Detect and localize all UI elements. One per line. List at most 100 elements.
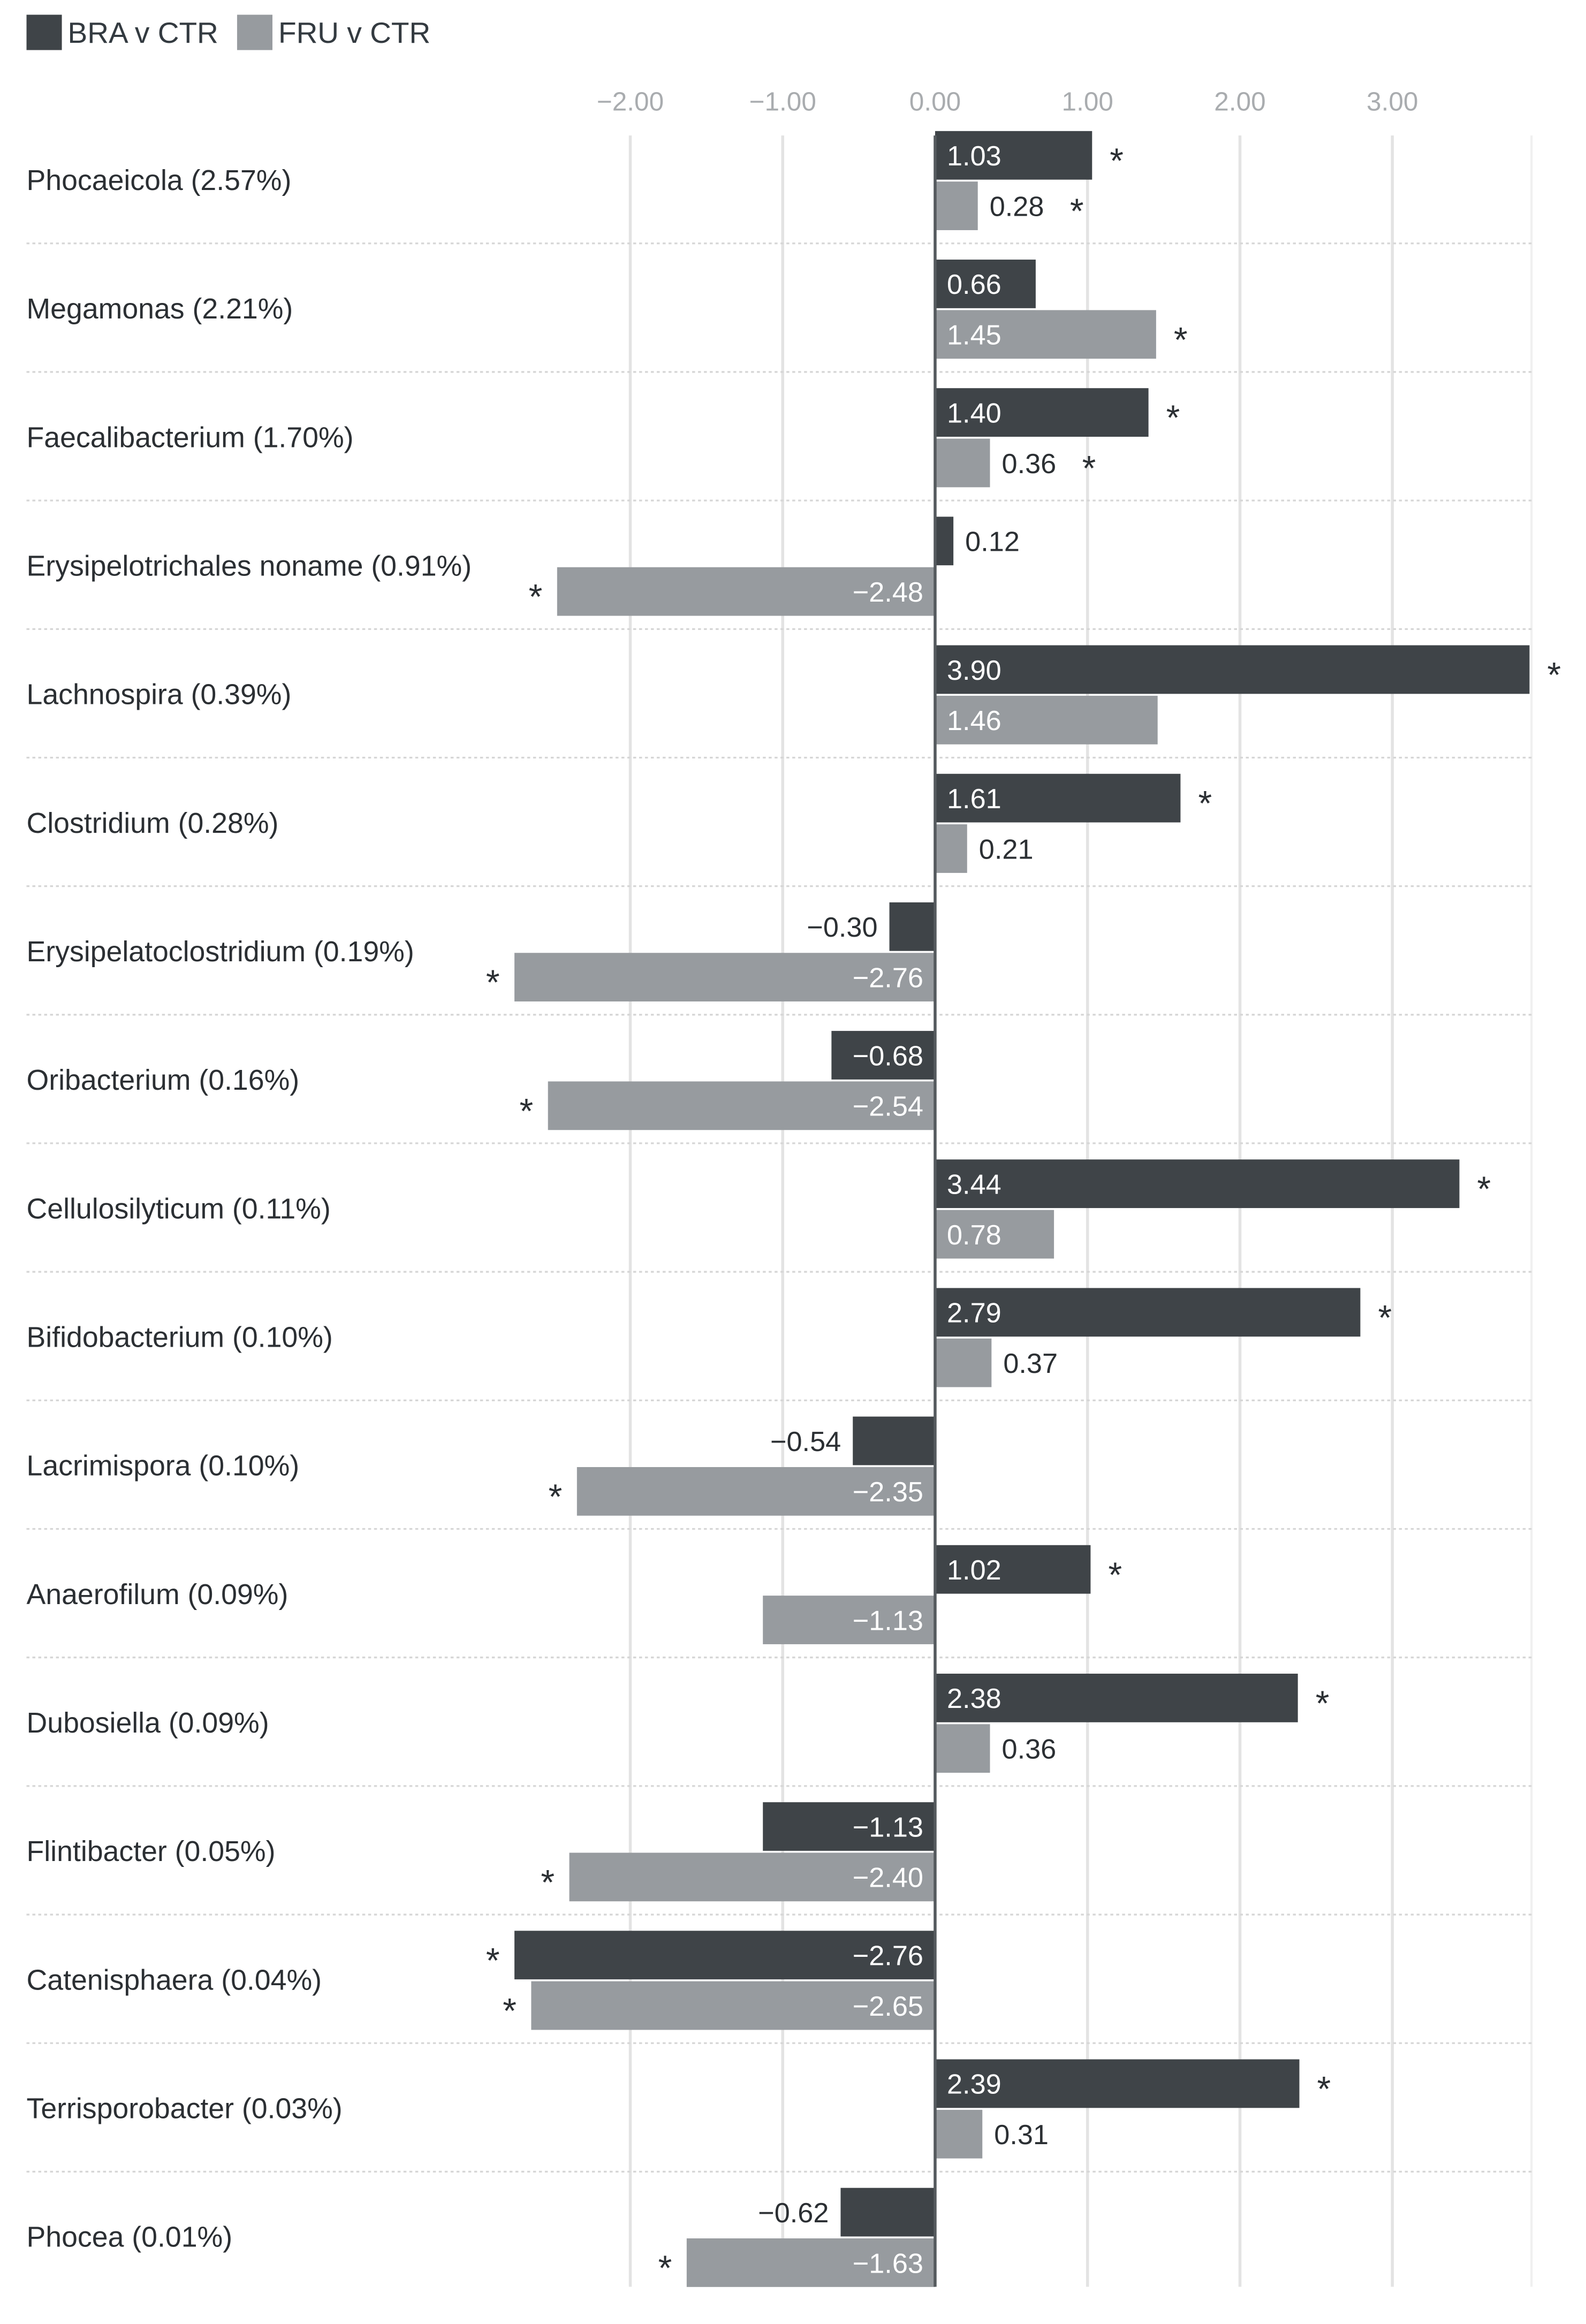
legend-swatch-0 xyxy=(26,14,62,50)
x-tick-label-1: −1.00 xyxy=(749,87,816,116)
significance-star: * xyxy=(541,1862,555,1902)
significance-star: * xyxy=(520,1091,534,1130)
value-label: −2.54 xyxy=(853,1091,923,1122)
category-label: Terrisporobacter (0.03%) xyxy=(27,2093,343,2125)
significance-star: * xyxy=(503,1991,517,2031)
significance-star: * xyxy=(1477,1169,1491,1209)
value-label: 0.78 xyxy=(947,1220,1001,1251)
bar-fru xyxy=(935,824,967,873)
value-label: 1.40 xyxy=(947,398,1001,429)
significance-star: * xyxy=(1174,320,1188,359)
category-label: Clostridium (0.28%) xyxy=(27,807,279,839)
value-label: 3.90 xyxy=(947,655,1001,686)
significance-star: * xyxy=(1378,1297,1392,1337)
value-label: −1.13 xyxy=(853,1605,923,1636)
significance-star: * xyxy=(549,1477,563,1516)
bar-fru xyxy=(763,1596,935,1644)
legend-swatch-1 xyxy=(237,14,272,50)
bar-bra xyxy=(935,388,1149,437)
bar-bra xyxy=(853,1416,935,1465)
category-label: Megamonas (2.21%) xyxy=(27,293,293,325)
bar-fru xyxy=(935,1338,992,1387)
value-labels: 1.030.280.661.451.400.360.12−2.483.901.4… xyxy=(758,141,1058,2279)
bar-bra xyxy=(514,1931,935,1980)
value-label: 2.38 xyxy=(947,1683,1001,1714)
value-label: 0.66 xyxy=(947,269,1001,300)
significance-star: * xyxy=(1166,398,1180,437)
x-tick-label-5: 3.00 xyxy=(1367,87,1418,116)
x-tick-label-4: 2.00 xyxy=(1214,87,1265,116)
category-label: Dubosiella (0.09%) xyxy=(27,1707,269,1739)
x-tick-label-0: −2.00 xyxy=(597,87,664,116)
category-label: Catenisphaera (0.04%) xyxy=(27,1964,322,1996)
x-axis-ticks: −2.00 −1.00 0.00 1.00 2.00 3.00 xyxy=(597,87,1418,116)
value-label: −2.65 xyxy=(853,1991,923,2022)
bar-fru xyxy=(935,1724,990,1773)
bar-fru xyxy=(935,2109,983,2159)
significance-star: * xyxy=(1070,191,1084,231)
category-labels: Phocaeicola (2.57%) Megamonas (2.21%) Faec… xyxy=(27,164,472,2253)
significance-star: * xyxy=(1198,784,1212,823)
bar-bra xyxy=(935,131,1092,180)
value-label: −2.35 xyxy=(853,1477,923,1508)
legend-label-1: FRU v CTR xyxy=(278,16,430,49)
bar-bra xyxy=(935,1288,1361,1337)
value-label: 0.21 xyxy=(979,834,1034,865)
category-label: Anaerofilum (0.09%) xyxy=(27,1578,289,1611)
bar-bra xyxy=(935,1159,1460,1209)
bar-bra xyxy=(840,2188,935,2237)
value-label: 0.31 xyxy=(994,2120,1049,2151)
bars xyxy=(514,131,1530,2287)
bar-fru xyxy=(569,1852,935,1902)
category-label: Phocea (0.01%) xyxy=(27,2221,233,2253)
value-label: 2.39 xyxy=(947,2069,1001,2100)
value-label: −1.13 xyxy=(853,1812,923,1843)
bar-fru xyxy=(935,438,990,488)
grid xyxy=(628,135,1533,2287)
legend: BRA v CTR FRU v CTR xyxy=(26,14,430,50)
value-label: 0.28 xyxy=(990,191,1044,222)
bar-fru xyxy=(935,310,1156,359)
value-label: −2.40 xyxy=(853,1863,923,1894)
category-label: Erysipelotrichales noname (0.91%) xyxy=(27,550,472,582)
value-label: 1.02 xyxy=(947,1555,1001,1586)
value-label: 1.45 xyxy=(947,320,1001,351)
value-label: 2.79 xyxy=(947,1298,1001,1329)
bar-bra xyxy=(935,1545,1091,1594)
value-label: 0.37 xyxy=(1003,1348,1058,1379)
value-label: −1.63 xyxy=(853,2248,923,2279)
significance-star: * xyxy=(1108,1555,1122,1594)
value-label: −0.62 xyxy=(758,2198,829,2229)
value-label: −0.30 xyxy=(807,912,877,943)
bar-bra xyxy=(763,1802,935,1851)
significance-star: * xyxy=(1316,1683,1330,1723)
bar-bra xyxy=(889,902,935,951)
value-label: 3.44 xyxy=(947,1169,1001,1200)
bar-bra xyxy=(935,260,1036,308)
bar-fru xyxy=(686,2238,935,2287)
category-label: Flintibacter (0.05%) xyxy=(27,1835,276,1867)
x-tick-label-3: 1.00 xyxy=(1062,87,1113,116)
significance-star: * xyxy=(529,577,543,617)
bar-bra xyxy=(935,517,954,566)
value-label: −0.68 xyxy=(853,1041,923,1072)
category-label: Phocaeicola (2.57%) xyxy=(27,164,292,196)
value-label: 0.12 xyxy=(965,527,1020,558)
value-label: 1.03 xyxy=(947,141,1001,172)
category-label: Lacrimispora (0.10%) xyxy=(27,1450,300,1482)
significance-star: * xyxy=(1110,141,1124,180)
significance-markers: ******************** xyxy=(486,141,1561,2288)
bar-fru xyxy=(531,1981,935,2030)
bar-bra xyxy=(935,2059,1300,2108)
category-label: Erysipelatoclostridium (0.19%) xyxy=(27,936,414,968)
value-label: −2.76 xyxy=(853,962,923,993)
bar-bra xyxy=(935,773,1181,823)
significance-star: * xyxy=(1082,449,1096,488)
value-label: −2.48 xyxy=(853,577,923,608)
bar-fru xyxy=(935,181,978,231)
bar-bra xyxy=(935,1673,1298,1722)
category-label: Bifidobacterium (0.10%) xyxy=(27,1321,333,1353)
category-label: Faecalibacterium (1.70%) xyxy=(27,421,354,453)
significance-star: * xyxy=(1317,2069,1331,2108)
value-label: 1.46 xyxy=(947,705,1001,736)
